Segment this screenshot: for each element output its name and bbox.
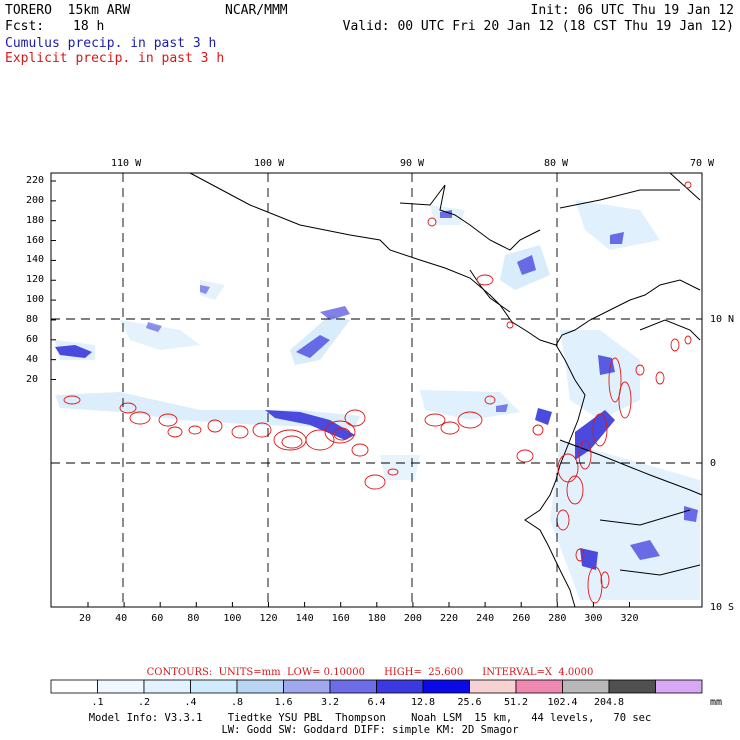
init-time: Init: 06 UTC Thu 19 Jan 12: [530, 3, 735, 18]
y-tick-label: 100: [26, 294, 45, 306]
explicit-precip-contours: [63, 181, 692, 604]
colorbar-swatch: [422, 679, 470, 694]
x-tick-label: 100: [223, 613, 242, 624]
colorbar-swatch: [608, 679, 656, 694]
x-tick-label: 40: [115, 613, 128, 624]
contours-info: CONTOURS: UNITS=mm LOW= 0.10000 HIGH= 25…: [146, 667, 594, 678]
colorbar-value: 25.6: [457, 697, 482, 708]
lon-label-90w: 90 W: [400, 158, 425, 169]
model-title: TORERO 15km ARW: [5, 3, 131, 18]
colorbar-swatch: [97, 679, 145, 694]
colorbar-value: 6.4: [367, 697, 386, 708]
y-tick-label: 40: [26, 353, 39, 365]
x-tick-label: 160: [331, 613, 350, 624]
y-tick-label: 20: [26, 373, 39, 385]
axis-ticks: [51, 180, 630, 607]
colorbar-value: .4: [184, 697, 197, 708]
lat-label-10n: 10 N: [710, 314, 735, 325]
colorbar-value: 1.6: [274, 697, 293, 708]
colorbar-swatch: [283, 679, 331, 694]
x-tick-label: 220: [440, 613, 459, 624]
x-tick-label: 120: [259, 613, 278, 624]
y-tick-label: 160: [26, 234, 45, 246]
valid-time: Valid: 00 UTC Fri 20 Jan 12 (18 CST Thu …: [342, 19, 734, 34]
y-tick-label: 80: [26, 313, 39, 325]
colorbar-value: 204.8: [593, 697, 625, 708]
colorbar-swatch: [515, 679, 563, 694]
forecast-hour: 18 h: [73, 19, 105, 34]
forecast-label: Fcst:: [5, 19, 45, 34]
lon-label-80w: 80 W: [544, 158, 569, 169]
colorbar-value: 3.2: [320, 697, 340, 708]
lat-lon-grid: [51, 173, 702, 607]
colorbar-swatch: [562, 679, 610, 694]
colorbar-swatch: [655, 679, 703, 694]
physics-info-line: LW: Godd SW: Goddard DIFF: simple KM: 2D…: [221, 724, 519, 736]
colorbar-swatch: [236, 679, 284, 694]
colorbar-swatch: [376, 679, 424, 694]
x-tick-label: 60: [151, 613, 164, 624]
colorbar-swatch: [469, 679, 517, 694]
colorbar-value: 12.8: [410, 697, 436, 708]
colorbar-unit: mm: [710, 697, 723, 708]
lon-label-110w: 110 W: [111, 158, 142, 169]
y-tick-label: 60: [26, 333, 39, 345]
x-tick-label: 140: [295, 613, 314, 624]
model-info-line: Model Info: V3.3.1 Tiedtke YSU PBL Thomp…: [88, 712, 652, 724]
y-tick-label: 180: [26, 214, 45, 226]
colorbar-value: .1: [91, 697, 104, 708]
colorbar: [50, 679, 703, 694]
lat-label-10s: 10 S: [710, 602, 735, 613]
colorbar-value: .2: [137, 697, 151, 708]
x-tick-label: 200: [403, 613, 422, 624]
x-tick-label: 280: [548, 613, 567, 624]
colorbar-swatch: [190, 679, 238, 694]
y-tick-label: 120: [26, 274, 45, 286]
lon-label-100w: 100 W: [254, 158, 285, 169]
coastlines: [189, 172, 703, 608]
colorbar-value: .8: [230, 697, 244, 708]
x-tick-label: 240: [476, 613, 495, 624]
lat-label-0: 0: [710, 458, 717, 469]
colorbar-swatch: [329, 679, 377, 694]
colorbar-swatch: [143, 679, 191, 694]
field-explicit-label: Explicit precip. in past 3 h: [5, 51, 225, 66]
y-tick-label: 200: [26, 194, 45, 206]
x-tick-label: 320: [620, 613, 639, 624]
x-tick-label: 20: [79, 613, 92, 624]
organization-label: NCAR/MMM: [225, 3, 288, 18]
x-tick-label: 300: [584, 613, 603, 624]
field-cumulus-label: Cumulus precip. in past 3 h: [5, 36, 217, 51]
x-tick-label: 260: [512, 613, 531, 624]
y-tick-label: 220: [26, 175, 45, 186]
colorbar-value: 51.2: [503, 697, 529, 708]
y-tick-label: 140: [26, 254, 45, 266]
lon-label-70w: 70 W: [690, 158, 715, 169]
colorbar-value: 102.4: [547, 697, 578, 708]
cumulus-precip-heavy: [55, 210, 698, 570]
x-tick-label: 80: [187, 613, 200, 624]
colorbar-swatch: [50, 679, 98, 694]
x-tick-label: 180: [367, 613, 386, 624]
